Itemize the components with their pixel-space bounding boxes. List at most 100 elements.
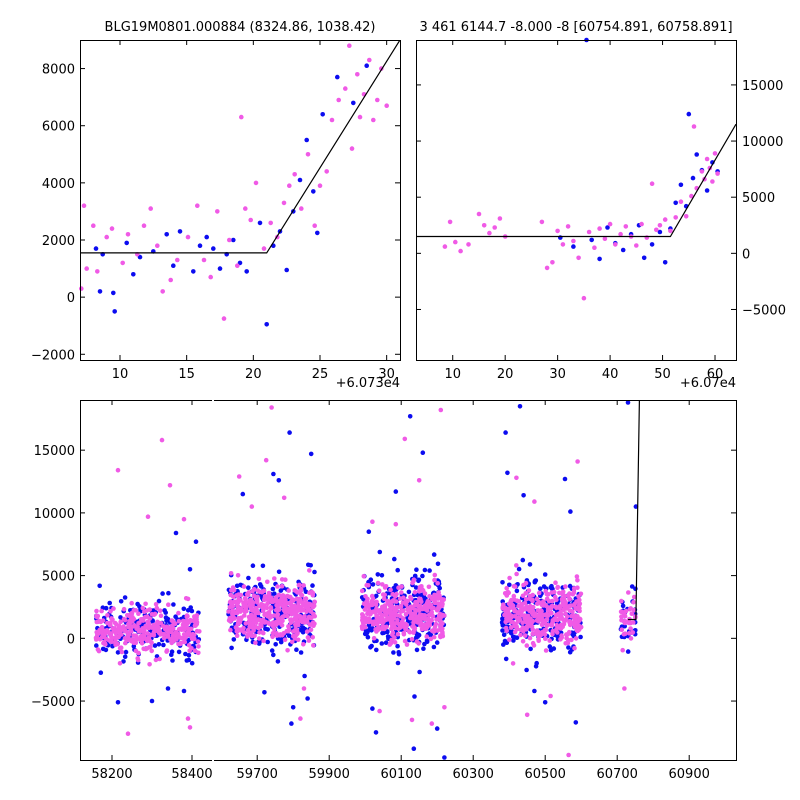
- season-3-magenta-point: [534, 596, 540, 602]
- season-1-magenta-point: [310, 590, 316, 596]
- season-0-magenta-point: [110, 617, 115, 622]
- zoom-right-magenta-point: [623, 224, 629, 229]
- season-1-magenta-point: [311, 643, 316, 648]
- season-0-magenta-point: [142, 614, 148, 620]
- season-2-magenta-point: [371, 635, 377, 641]
- season-2-blue-point: [377, 549, 383, 555]
- season-2-blue-point: [437, 585, 443, 591]
- season-1-magenta-point: [308, 627, 314, 633]
- season-0-magenta-point: [138, 628, 144, 634]
- season-3-magenta-point: [507, 637, 512, 642]
- zoom-left-x-offset: +6.073e4: [336, 376, 400, 391]
- zoom-right-magenta-point: [586, 229, 592, 235]
- full-lightcurve-x-tick-label: 60100: [381, 767, 422, 782]
- season-2-magenta-point: [404, 642, 410, 647]
- outlier-magenta-point: [269, 405, 274, 410]
- season-3-blue-point: [501, 642, 506, 647]
- zoom-right-blue-point: [589, 237, 594, 243]
- season-2-magenta-point: [400, 600, 406, 605]
- season-2-magenta-point: [398, 604, 404, 610]
- season-2-blue-point: [406, 589, 412, 595]
- season-3-magenta-point: [504, 610, 510, 615]
- season-4-magenta-point: [619, 614, 624, 619]
- season-0-magenta-point: [141, 633, 147, 639]
- season-3-magenta-point: [557, 605, 563, 611]
- season-2-magenta-point: [403, 626, 408, 632]
- zoom-right-magenta-point: [639, 221, 644, 227]
- season-2-magenta-point: [387, 614, 393, 620]
- season-4-magenta-point: [620, 647, 625, 653]
- season-2-blue-point: [422, 567, 428, 573]
- full-lightcurve-fit-line: [628, 400, 640, 621]
- season-1-magenta-point: [282, 637, 288, 643]
- season-2-magenta-point: [378, 619, 384, 625]
- season-3-magenta-point: [539, 602, 545, 608]
- season-1-magenta-point: [307, 622, 313, 628]
- zoom-right-magenta-point: [544, 265, 550, 271]
- season-3-magenta-point: [553, 580, 558, 585]
- season-0-magenta-point: [154, 605, 160, 611]
- season-1-magenta-point: [233, 610, 238, 616]
- zoom-right-magenta-point: [597, 226, 602, 231]
- season-0-magenta-point: [164, 628, 170, 633]
- season-0-magenta-point: [139, 641, 145, 646]
- zoom-left-magenta-point: [336, 97, 342, 103]
- season-0-magenta-point: [188, 617, 193, 623]
- season-1-magenta-point: [268, 606, 274, 611]
- season-2-blue-point: [368, 645, 373, 650]
- season-0-magenta-point: [118, 645, 124, 650]
- outlier-magenta-point: [125, 731, 131, 736]
- season-0-magenta-point: [152, 626, 157, 632]
- season-4-magenta-point: [631, 594, 637, 600]
- outlier-magenta-point: [115, 467, 121, 473]
- season-1-magenta-point: [228, 571, 234, 576]
- zoom-right-magenta-point: [492, 225, 498, 230]
- season-3-magenta-point: [561, 603, 566, 608]
- season-1-magenta-point: [241, 601, 246, 606]
- season-2-magenta-point: [399, 590, 404, 595]
- zoom-left-x-tick-label: 30: [378, 367, 395, 382]
- full-lightcurve-y-tick-label: 5000: [42, 570, 75, 585]
- season-0-magenta-point: [197, 629, 202, 634]
- season-1-magenta-point: [256, 636, 262, 641]
- season-1-magenta-point: [229, 588, 234, 593]
- season-0-magenta-point: [157, 656, 162, 662]
- season-0-magenta-point: [113, 640, 118, 646]
- season-0-magenta-point: [169, 618, 175, 623]
- season-1-magenta-point: [273, 622, 279, 627]
- season-3-blue-point: [520, 557, 526, 563]
- season-0-blue-point: [186, 637, 191, 643]
- zoom-left-magenta-point: [95, 269, 100, 274]
- season-0-magenta-point: [122, 627, 127, 632]
- season-3-magenta-point: [526, 588, 532, 593]
- season-0-magenta-point: [176, 618, 182, 624]
- zoom-left-y-tick-label: 2000: [42, 234, 75, 249]
- zoom-left-blue-point: [171, 263, 176, 269]
- outlier-blue-point: [305, 696, 310, 701]
- season-1-magenta-point: [238, 616, 244, 622]
- season-0-blue-point: [166, 590, 171, 596]
- season-2-magenta-point: [422, 613, 428, 618]
- zoom-left-magenta-point: [367, 57, 372, 63]
- season-2-blue-point: [379, 641, 385, 646]
- season-0-magenta-point: [113, 631, 119, 636]
- season-1-magenta-point: [249, 612, 254, 618]
- season-2-magenta-point: [376, 588, 382, 593]
- zoom-right-magenta-point: [442, 244, 448, 249]
- season-3-blue-point: [501, 632, 507, 638]
- season-0-blue-point: [135, 601, 140, 607]
- zoom-right-blue-point: [620, 247, 626, 253]
- zoom-left-magenta-point: [201, 257, 207, 263]
- season-2-magenta-point: [375, 580, 381, 586]
- season-1-magenta-point: [248, 630, 254, 636]
- season-1-magenta-point: [304, 617, 310, 623]
- panel-full-lightcurve: 58200 58400 59700 59900 60100 60300 60500 60700…: [31, 399, 737, 782]
- season-1-magenta-point: [254, 600, 260, 605]
- zoom-left-magenta-point: [215, 209, 220, 214]
- season-0-blue-point: [176, 649, 182, 655]
- season-1-magenta-point: [309, 615, 314, 621]
- zoom-right-magenta-point: [668, 228, 673, 234]
- zoom-left-magenta-point: [349, 146, 355, 151]
- season-4-magenta-point: [622, 631, 628, 636]
- zoom-left-magenta-point: [141, 223, 147, 228]
